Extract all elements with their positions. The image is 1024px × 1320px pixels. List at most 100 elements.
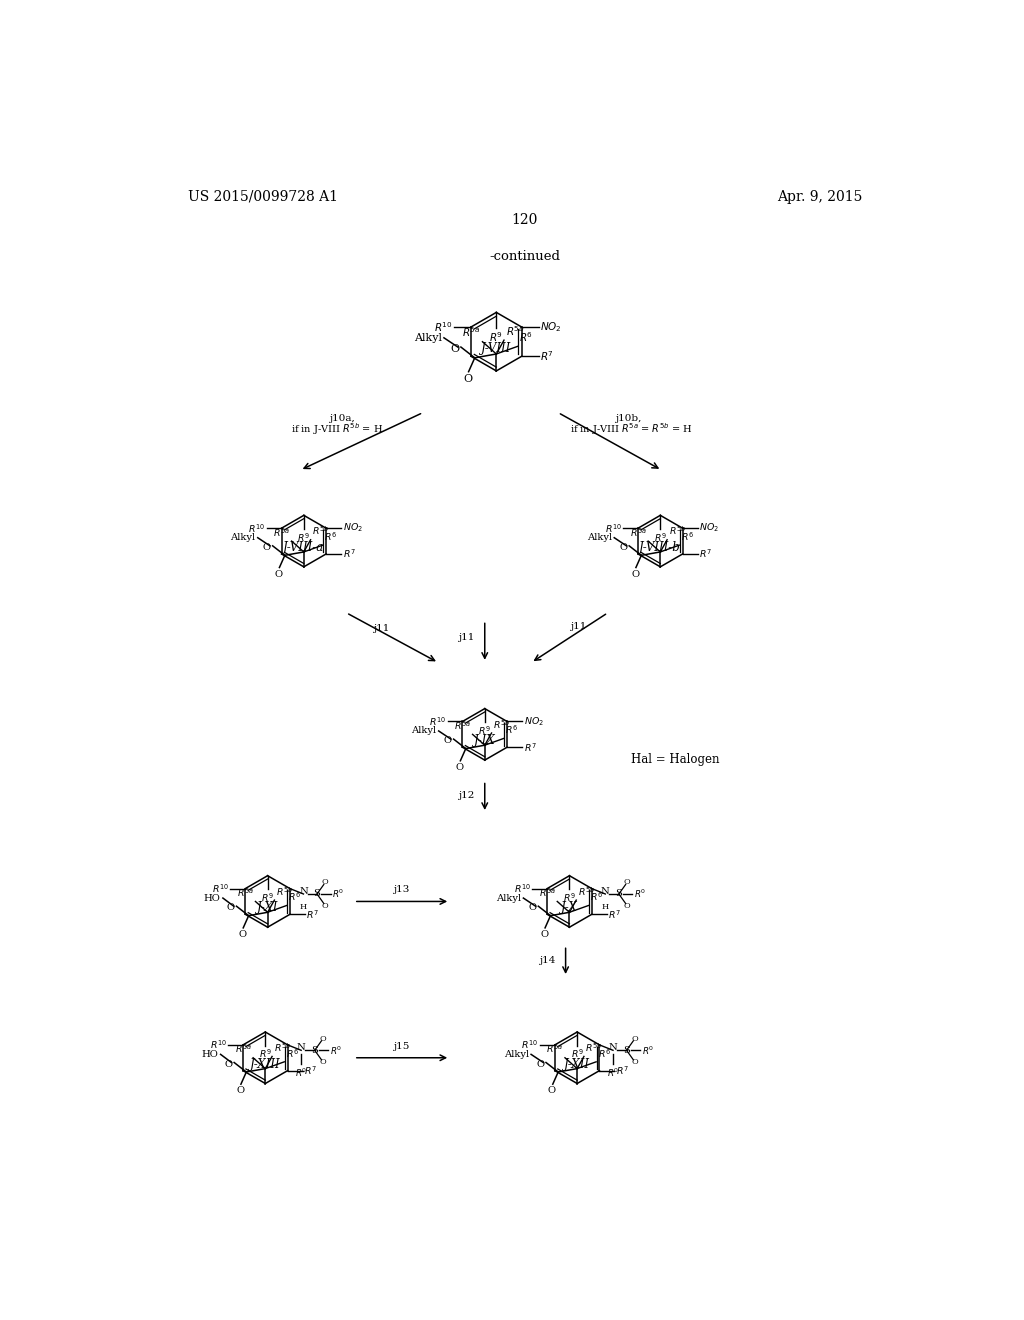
Text: j11: j11 <box>570 622 587 631</box>
Text: O: O <box>528 903 537 912</box>
Text: N: N <box>297 1043 305 1052</box>
Text: $R^{5b}$: $R^{5b}$ <box>275 886 293 898</box>
Text: $R^7$: $R^7$ <box>304 1064 316 1077</box>
Text: $NO_2$: $NO_2$ <box>540 321 562 334</box>
Text: US 2015/0099728 A1: US 2015/0099728 A1 <box>188 190 338 203</box>
Text: $R^9$: $R^9$ <box>478 725 492 737</box>
Text: O: O <box>548 1086 556 1096</box>
Text: HO: HO <box>202 1049 218 1059</box>
Text: $R^9$: $R^9$ <box>563 891 575 904</box>
Text: $R^9$: $R^9$ <box>259 1048 271 1060</box>
Text: O: O <box>451 343 460 354</box>
Text: Alkyl: Alkyl <box>230 533 255 543</box>
Text: $R^{10}$: $R^{10}$ <box>521 1039 539 1051</box>
Text: $R^{5b}$: $R^{5b}$ <box>273 1041 291 1055</box>
Text: O: O <box>632 1057 638 1065</box>
Text: O: O <box>263 543 271 552</box>
Text: if in J-VIII $R^{5a}$ = $R^{5b}$ = H: if in J-VIII $R^{5a}$ = $R^{5b}$ = H <box>569 421 692 437</box>
Text: $R^{5a}$: $R^{5a}$ <box>237 887 254 899</box>
Text: O: O <box>274 570 283 579</box>
Text: $R^6$: $R^6$ <box>286 1047 299 1060</box>
Text: J-XII: J-XII <box>564 1057 590 1071</box>
Text: Alkyl: Alkyl <box>496 894 521 903</box>
Text: $NO_2$: $NO_2$ <box>699 521 719 535</box>
Text: $R^9$: $R^9$ <box>297 531 310 544</box>
Text: $R^7$: $R^7$ <box>343 548 355 560</box>
Text: O: O <box>224 1060 232 1069</box>
Text: O: O <box>624 902 631 909</box>
Text: $R^{5b}$: $R^{5b}$ <box>578 886 595 898</box>
Text: $R^9$: $R^9$ <box>654 531 667 544</box>
Text: 120: 120 <box>512 213 538 227</box>
Text: O: O <box>624 879 631 887</box>
Text: if in J-VIII $R^{5b}$ = H: if in J-VIII $R^{5b}$ = H <box>291 421 383 437</box>
Text: $R^{5a}$: $R^{5a}$ <box>547 1043 563 1056</box>
Text: $R^7$: $R^7$ <box>306 908 319 920</box>
Text: N: N <box>608 1043 617 1052</box>
Text: $R^{10}$: $R^{10}$ <box>434 321 453 334</box>
Text: O: O <box>319 1035 327 1043</box>
Text: $R^0$: $R^0$ <box>330 1044 342 1056</box>
Text: j15: j15 <box>393 1041 410 1051</box>
Text: Hal = Halogen: Hal = Halogen <box>631 752 720 766</box>
Text: j11: j11 <box>373 623 389 632</box>
Text: $R^{10}$: $R^{10}$ <box>514 882 530 895</box>
Text: $R^6$: $R^6$ <box>505 723 518 737</box>
Text: $R^0$: $R^0$ <box>607 1067 620 1078</box>
Text: $R^9$: $R^9$ <box>261 891 274 904</box>
Text: j11: j11 <box>459 632 475 642</box>
Text: j13: j13 <box>393 886 410 895</box>
Text: $R^{10}$: $R^{10}$ <box>248 521 265 535</box>
Text: $R^{5b}$: $R^{5b}$ <box>586 1041 603 1055</box>
Text: $R^{5b}$: $R^{5b}$ <box>669 525 686 537</box>
Text: Alkyl: Alkyl <box>412 726 436 735</box>
Text: $R^7$: $R^7$ <box>523 741 537 754</box>
Text: $R^{5a}$: $R^{5a}$ <box>234 1043 252 1056</box>
Text: $R^{5b}$: $R^{5b}$ <box>312 525 330 537</box>
Text: J-VIII: J-VIII <box>481 342 511 355</box>
Text: $NO_2$: $NO_2$ <box>343 521 362 535</box>
Text: $NO_2$: $NO_2$ <box>523 715 544 727</box>
Text: O: O <box>239 931 247 940</box>
Text: $R^{10}$: $R^{10}$ <box>604 521 622 535</box>
Text: O: O <box>322 879 329 887</box>
Text: J-XI: J-XI <box>257 902 279 915</box>
Text: $R^{5a}$: $R^{5a}$ <box>454 719 471 733</box>
Text: O: O <box>226 903 234 912</box>
Text: O: O <box>463 374 472 384</box>
Text: $R^{5a}$: $R^{5a}$ <box>463 326 481 339</box>
Text: J-IX: J-IX <box>474 734 496 747</box>
Text: N: N <box>299 887 308 895</box>
Text: Alkyl: Alkyl <box>414 333 441 343</box>
Text: H: H <box>602 903 609 912</box>
Text: HO: HO <box>204 894 220 903</box>
Text: $R^9$: $R^9$ <box>489 330 504 345</box>
Text: $R^{5b}$: $R^{5b}$ <box>494 718 510 731</box>
Text: $R^{5a}$: $R^{5a}$ <box>539 887 556 899</box>
Text: O: O <box>537 1060 545 1069</box>
Text: $R^{10}$: $R^{10}$ <box>429 715 446 727</box>
Text: $R^0$: $R^0$ <box>642 1044 654 1056</box>
Text: O: O <box>444 737 452 746</box>
Text: j10b,: j10b, <box>614 414 641 424</box>
Text: O: O <box>322 902 329 909</box>
Text: $R^0$: $R^0$ <box>295 1067 307 1078</box>
Text: H: H <box>300 903 307 912</box>
Text: $R^{5a}$: $R^{5a}$ <box>273 527 290 539</box>
Text: S: S <box>313 890 321 899</box>
Text: O: O <box>620 543 628 552</box>
Text: $R^{5b}$: $R^{5b}$ <box>506 323 524 338</box>
Text: $R^0$: $R^0$ <box>634 888 646 900</box>
Text: $R^7$: $R^7$ <box>699 548 712 560</box>
Text: j14: j14 <box>540 956 556 965</box>
Text: O: O <box>456 763 464 772</box>
Text: S: S <box>615 890 623 899</box>
Text: J-VIII-a: J-VIII-a <box>284 541 325 554</box>
Text: S: S <box>311 1045 318 1055</box>
Text: $R^7$: $R^7$ <box>608 908 621 920</box>
Text: $R^6$: $R^6$ <box>598 1047 610 1060</box>
Text: $R^9$: $R^9$ <box>570 1048 584 1060</box>
Text: -continued: -continued <box>489 251 560 264</box>
Text: $R^6$: $R^6$ <box>288 891 301 903</box>
Text: J-X: J-X <box>561 902 578 915</box>
